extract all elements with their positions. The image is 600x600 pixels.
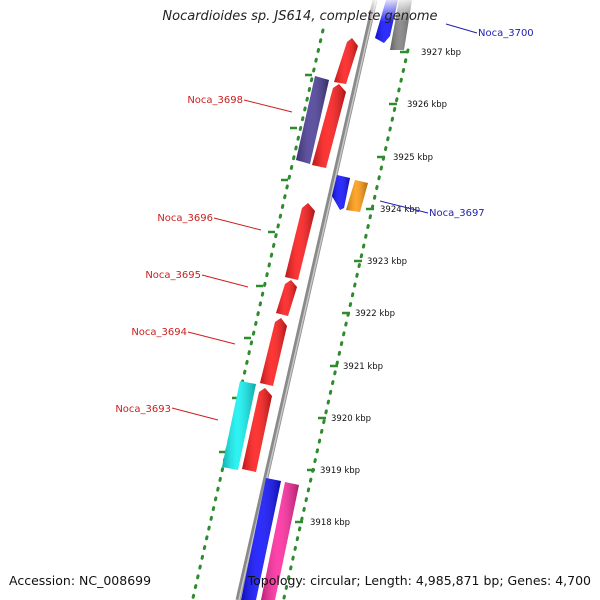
kbp-label-3921: 3921 kbp <box>343 362 383 372</box>
kbp-label-3922: 3922 kbp <box>355 309 395 319</box>
gc-dots-outer <box>282 48 410 600</box>
gc-dots-inner <box>191 28 325 600</box>
gene-label-noca-3698[interactable]: Noca_3698 <box>187 95 243 106</box>
kbp-label-3926: 3926 kbp <box>407 100 447 110</box>
leader-noca-3694 <box>187 331 236 345</box>
gene-label-noca-3695[interactable]: Noca_3695 <box>145 270 201 281</box>
kbp-label-3925: 3925 kbp <box>393 153 433 163</box>
kbp-label-3923: 3923 kbp <box>367 257 407 267</box>
kbp-label-3919: 3919 kbp <box>320 466 360 476</box>
kbp-label-3920: 3920 kbp <box>331 414 371 424</box>
topology-text: Topology: circular; Length: 4,985,871 bp… <box>247 573 591 588</box>
map-title: Nocardioides sp. JS614, complete genome <box>162 9 438 24</box>
accession-text: Accession: NC_008699 <box>9 573 152 588</box>
gene-label-noca-3700[interactable]: Noca_3700 <box>478 28 534 39</box>
gene-label-noca-3696[interactable]: Noca_3696 <box>157 213 213 224</box>
kbp-label-3918: 3918 kbp <box>310 518 350 528</box>
kbp-label-3924: 3924 kbp <box>380 205 420 215</box>
leader-noca-3700 <box>445 23 478 34</box>
kbp-label-3927: 3927 kbp <box>421 48 461 58</box>
gene-label-noca-3697[interactable]: Noca_3697 <box>429 208 485 219</box>
outer-tick-marks <box>295 50 408 524</box>
leader-noca-3697 <box>379 200 429 214</box>
inner-tick-marks <box>219 73 312 454</box>
leader-noca-3695 <box>201 274 249 288</box>
gene-label-noca-3694[interactable]: Noca_3694 <box>131 327 187 338</box>
gene-label-noca-3693[interactable]: Noca_3693 <box>115 404 171 415</box>
leader-noca-3696 <box>213 217 262 231</box>
backbone-line <box>235 0 378 600</box>
leader-noca-3693 <box>171 407 219 421</box>
leader-noca-3698 <box>243 99 293 113</box>
